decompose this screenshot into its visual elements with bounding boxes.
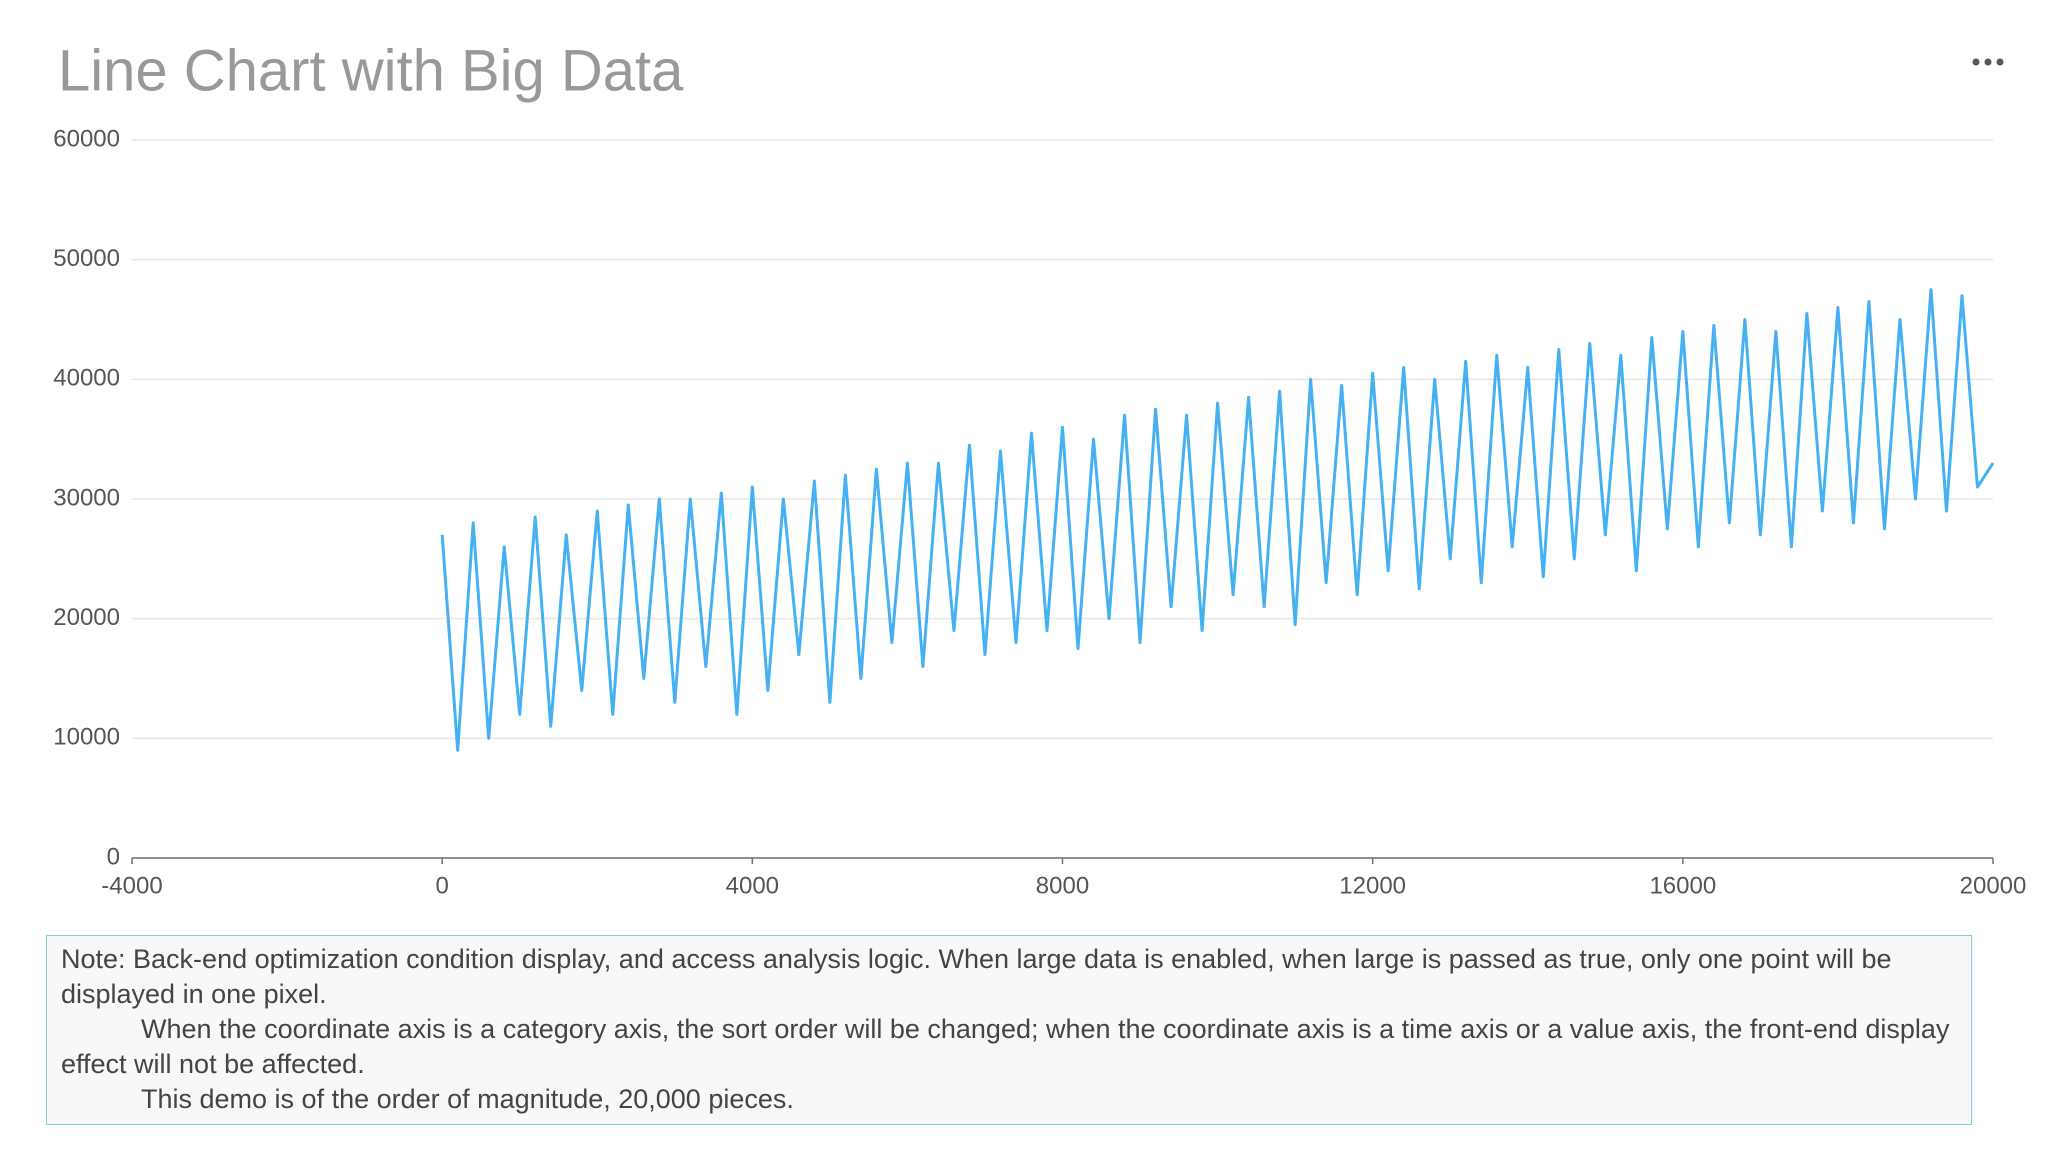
y-tick-label: 20000 (53, 604, 120, 631)
x-tick-label: 4000 (726, 872, 779, 899)
note-text: Note: Back-end optimization condition di… (61, 944, 1892, 1009)
chart-title: Line Chart with Big Data (58, 38, 684, 103)
y-tick-label: 30000 (53, 484, 120, 511)
y-tick-label: 0 (107, 843, 120, 870)
y-tick-label: 40000 (53, 365, 120, 392)
x-tick-label: -4000 (101, 872, 162, 899)
x-tick-label: 8000 (1036, 872, 1089, 899)
x-tick-label: 20000 (1960, 872, 2027, 899)
menu-dot (1996, 58, 2004, 66)
x-tick-label: 16000 (1649, 872, 1716, 899)
note-text: This demo is of the order of magnitude, … (141, 1084, 794, 1114)
note-text: When the coordinate axis is a category a… (61, 1014, 1950, 1079)
menu-icon[interactable] (1972, 58, 2004, 66)
x-tick-label: 0 (435, 872, 448, 899)
data-line (440, 288, 1995, 752)
chart: Line Chart with Big Data 0 10000 20000 3000… (53, 38, 2027, 899)
note-box: Note: Back-end optimization condition di… (46, 935, 1972, 1125)
y-tick-label: 50000 (53, 245, 120, 272)
y-tick-label: 10000 (53, 724, 120, 751)
y-tick-label: 60000 (53, 125, 120, 152)
menu-dot (1972, 58, 1980, 66)
menu-dot (1984, 58, 1992, 66)
x-tick-label: 12000 (1339, 872, 1406, 899)
